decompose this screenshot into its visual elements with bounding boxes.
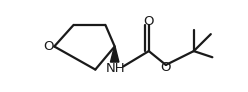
Text: NH: NH — [106, 62, 125, 75]
Text: O: O — [144, 15, 154, 28]
Text: O: O — [43, 40, 53, 53]
Polygon shape — [110, 47, 119, 62]
Text: O: O — [161, 61, 171, 74]
